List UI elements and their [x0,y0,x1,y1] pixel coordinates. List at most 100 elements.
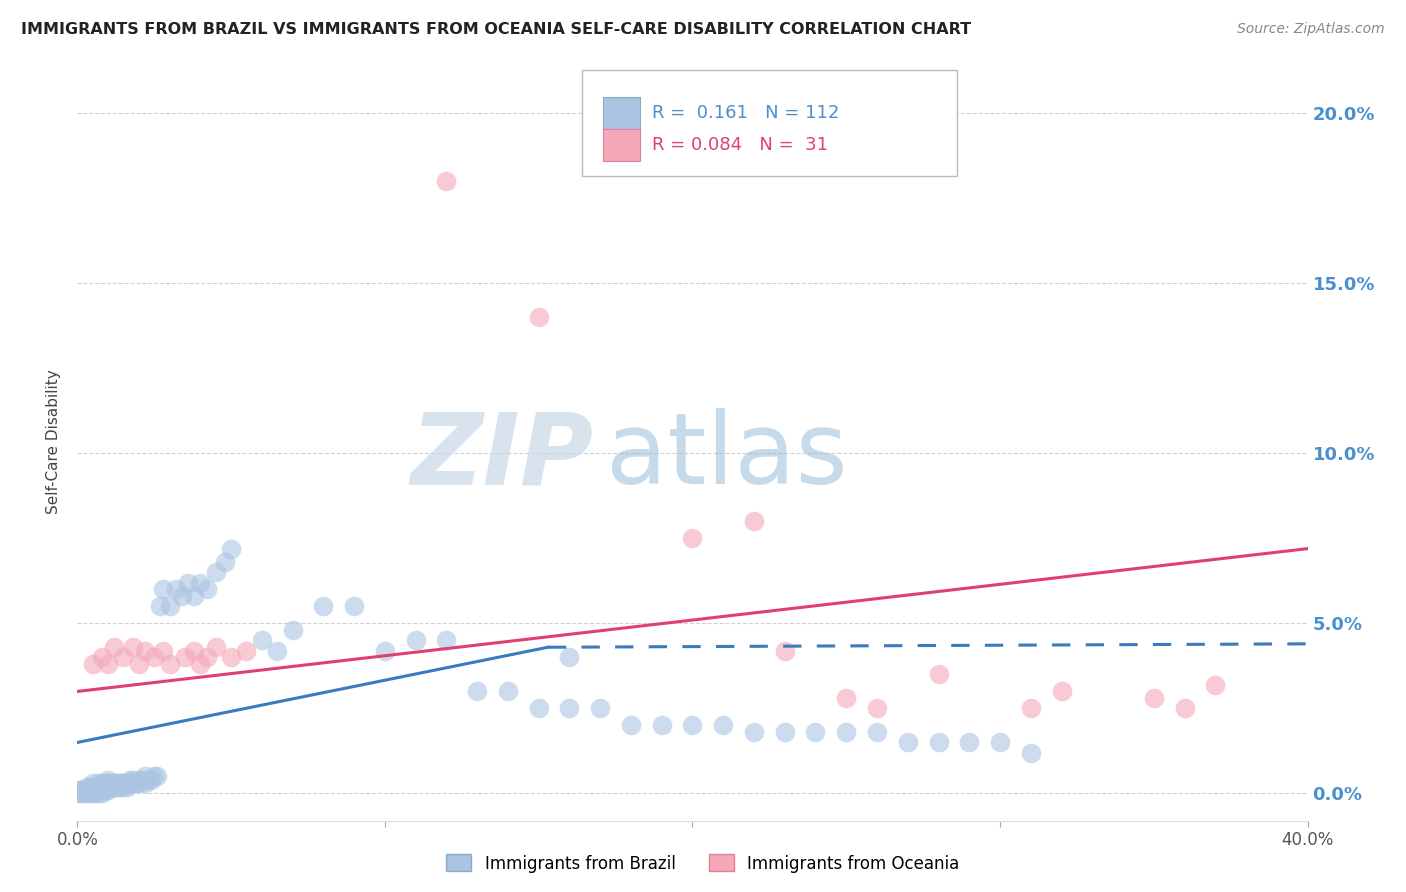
Point [103,780,125,794]
Point [195,582,218,597]
Point [188,657,212,672]
Point [121,640,143,655]
Point [1174,701,1197,715]
Point [87,780,110,794]
Point [1143,691,1166,706]
Point [72,787,94,801]
Point [835,691,858,706]
Text: Source: ZipAtlas.com: Source: ZipAtlas.com [1237,22,1385,37]
Point [143,769,166,783]
Point [97,780,120,794]
Point [928,735,950,749]
Point [128,772,150,787]
Point [128,657,150,672]
Point [103,640,125,655]
Point [90,780,114,794]
Point [928,667,950,681]
Point [97,783,120,797]
Point [281,624,304,638]
Point [90,776,114,790]
Point [72,783,94,797]
Point [69,783,91,797]
Point [94,776,117,790]
Point [121,772,143,787]
Text: R = 0.084   N =  31: R = 0.084 N = 31 [652,136,828,153]
Point [405,633,427,648]
Point [76,787,98,801]
Point [118,776,141,790]
Point [76,787,98,801]
Point [558,650,581,665]
Point [97,776,120,790]
Point [188,575,212,590]
Point [134,769,156,783]
Point [79,783,101,797]
Point [183,643,205,657]
Point [90,780,114,794]
Point [170,589,193,603]
Point [374,643,396,657]
Point [118,772,141,787]
Text: ZIP: ZIP [411,409,595,505]
Point [134,643,156,657]
Point [131,772,153,787]
Point [711,718,734,732]
Point [82,657,104,672]
Point [72,783,94,797]
Point [143,650,166,665]
Point [105,780,128,794]
Point [1019,746,1042,760]
Point [177,575,200,590]
Point [87,783,110,797]
Point [112,776,135,790]
Point [1019,701,1042,715]
Point [82,787,104,801]
Point [84,783,107,797]
Point [219,541,242,556]
Point [97,772,120,787]
Point [79,780,101,794]
Point [110,780,132,794]
Point [1204,678,1226,692]
Point [115,780,138,794]
Point [174,650,197,665]
Point [112,780,135,794]
Point [105,776,128,790]
Point [214,555,236,569]
Point [312,599,335,614]
Point [204,566,226,580]
Point [82,783,104,797]
Point [651,718,673,732]
Point [110,776,132,790]
Point [87,780,110,794]
FancyBboxPatch shape [603,128,640,161]
Point [183,589,205,603]
Point [266,643,288,657]
Point [620,718,643,732]
Point [866,701,889,715]
Point [235,643,257,657]
Point [527,701,550,715]
FancyBboxPatch shape [582,70,957,177]
Point [436,174,458,188]
Point [69,787,91,801]
Point [149,599,172,614]
Legend: Immigrants from Brazil, Immigrants from Oceania: Immigrants from Brazil, Immigrants from … [440,847,966,880]
Point [1050,684,1073,698]
Point [97,780,120,794]
Point [159,599,181,614]
Point [195,650,218,665]
Point [110,776,132,790]
Point [204,640,226,655]
Point [682,718,704,732]
Point [496,684,519,698]
Point [94,780,117,794]
Point [897,735,920,749]
Text: atlas: atlas [606,409,848,505]
Point [219,650,242,665]
Point [165,582,187,597]
Point [115,776,138,790]
Point [527,310,550,325]
Point [76,783,98,797]
Point [152,582,174,597]
